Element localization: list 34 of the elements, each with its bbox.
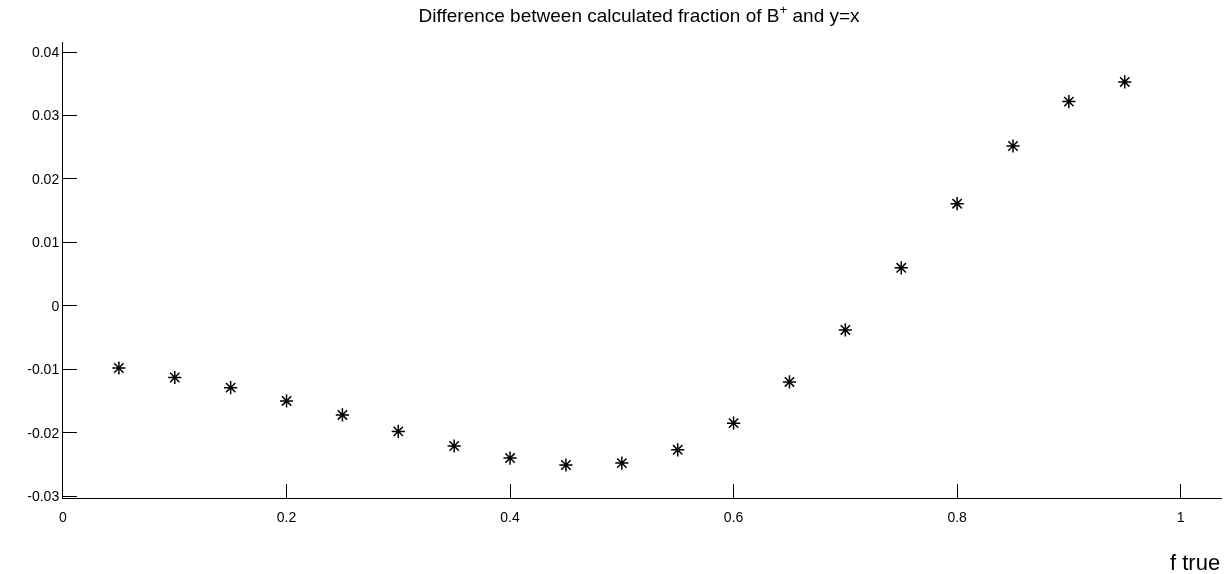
point [1005,138,1021,154]
point [838,322,853,338]
point [1117,74,1133,90]
y-tick-label: 0.02 [31,170,60,187]
x-tick-label: 0.4 [500,508,520,525]
y-tick-label: 0 [51,297,60,314]
point [614,455,630,471]
x-tick-label: 0.2 [276,508,297,525]
x-tick-label: 0.6 [723,508,744,525]
point [223,380,238,395]
y-tick-label: -0.02 [27,424,60,441]
point [949,196,965,212]
point [390,424,406,439]
y-tick-label: -0.01 [27,361,60,378]
y-tick-label: 0.01 [31,234,60,251]
point [446,438,462,454]
point [558,457,574,473]
point [782,374,797,390]
point [335,407,350,423]
x-axis-title: f true [1170,550,1221,574]
y-tick-label: 0.03 [31,107,60,124]
x-tick-label: 1 [1176,508,1185,525]
y-tick-label: -0.03 [27,488,60,504]
point [167,370,183,385]
point [111,360,127,376]
x-tick-label: 0.8 [947,508,968,525]
point [893,260,909,276]
point [502,450,518,466]
point [670,442,686,458]
point [1061,94,1077,109]
point [726,415,741,431]
point [279,393,294,409]
chart-title: Difference between calculated fraction of B$^{+}$ and y=x [418,1,861,26]
y-tick-label: 0.04 [31,44,60,61]
